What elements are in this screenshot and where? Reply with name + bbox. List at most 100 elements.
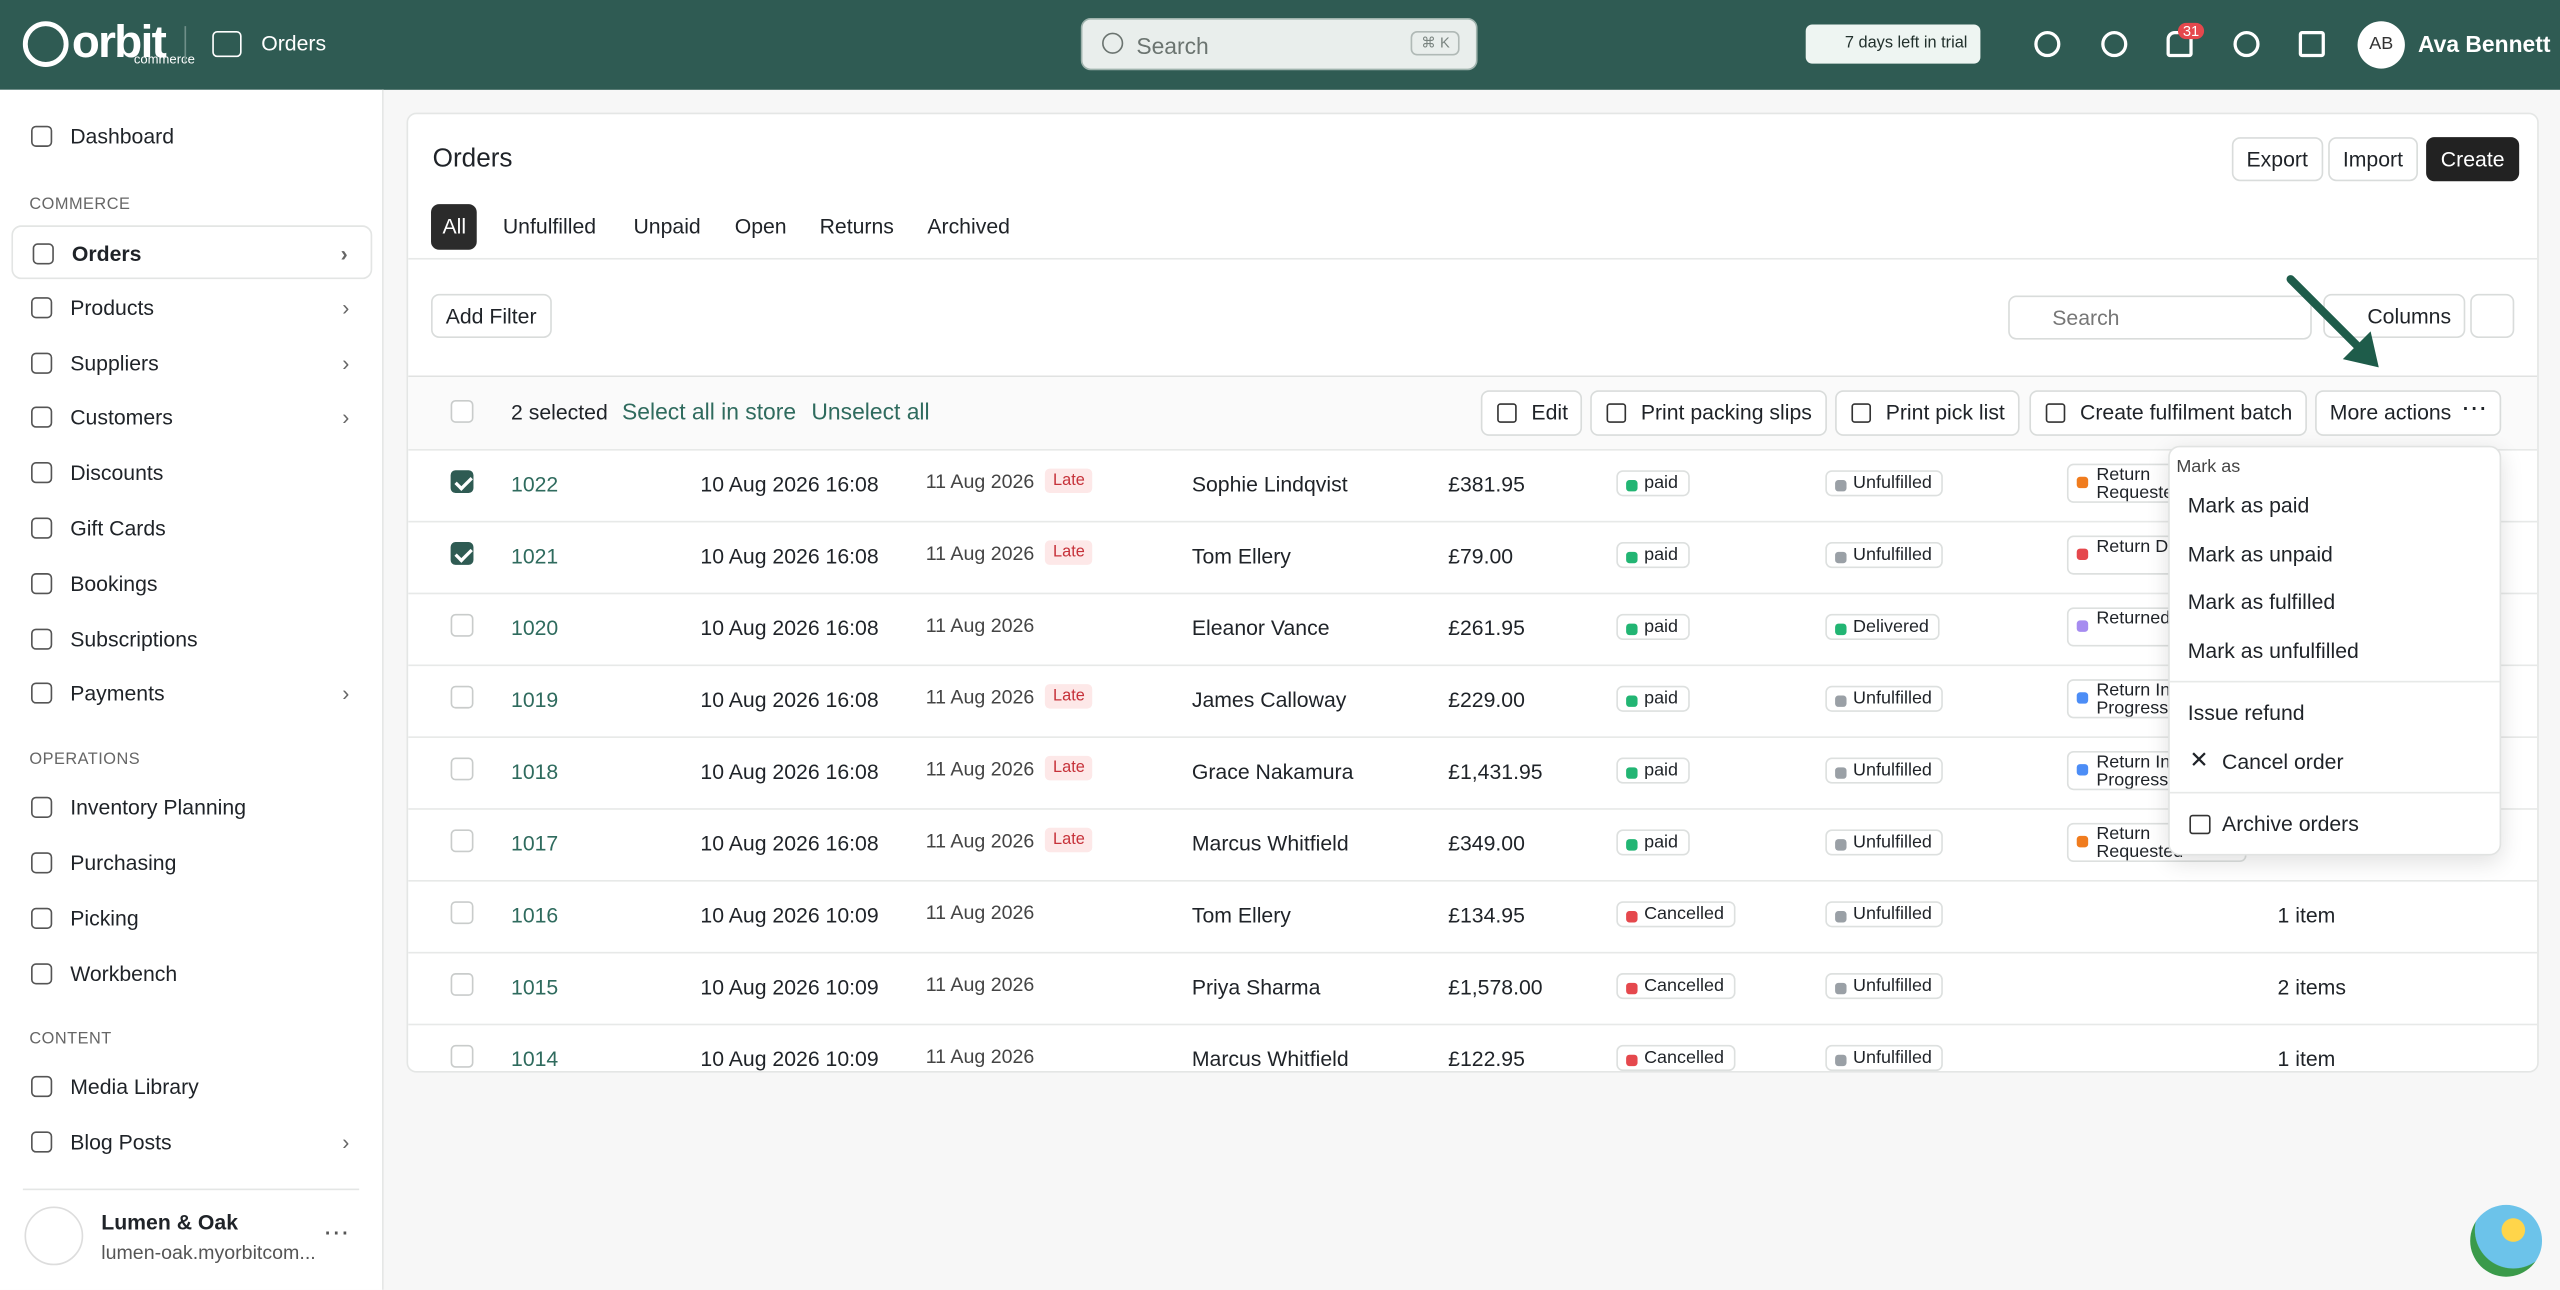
- nav-item[interactable]: Bookings: [11, 556, 372, 610]
- order-number[interactable]: 1015: [511, 974, 559, 1000]
- nav-item[interactable]: Orders ›: [11, 225, 373, 280]
- brand: orbit: [71, 16, 167, 67]
- nav-item[interactable]: Products ›: [11, 280, 372, 334]
- total: £79.00: [1448, 543, 1514, 569]
- order-number[interactable]: 1021: [511, 543, 559, 569]
- chevron: ›: [342, 1130, 350, 1155]
- nav-item[interactable]: Payments ›: [11, 667, 372, 721]
- nav-item[interactable]: Discounts: [11, 446, 372, 500]
- row-checkbox[interactable]: [450, 757, 474, 781]
- nav-item[interactable]: Subscriptions: [11, 612, 372, 666]
- tab[interactable]: Open: [734, 213, 787, 239]
- order-number[interactable]: 1016: [511, 902, 559, 928]
- nav-item[interactable]: Suppliers ›: [11, 336, 372, 390]
- chevron: ›: [342, 681, 350, 706]
- trial-badge[interactable]: 7 days left in trial: [1805, 24, 1981, 64]
- payment-label: paid: [1644, 760, 1679, 781]
- help-icon[interactable]: [2034, 31, 2061, 58]
- order-row[interactable]: 1015 10 Aug 2026 10:09 11 Aug 2026 Priya Sh…: [408, 952, 2538, 1026]
- bulk-action-label: More actions: [2329, 399, 2452, 425]
- order-row[interactable]: 1014 10 Aug 2026 10:09 11 Aug 2026 Marcus W…: [408, 1024, 2537, 1072]
- row-checkbox[interactable]: [450, 1044, 474, 1068]
- menu-header: Mark as: [2176, 457, 2241, 477]
- select-all-checkbox[interactable]: [450, 399, 474, 423]
- sidebar-toggle[interactable]: [212, 31, 242, 58]
- archive-orders[interactable]: Archive orders: [2222, 811, 2359, 836]
- mark-item[interactable]: Mark as unfulfilled: [2187, 637, 2359, 663]
- nav-item[interactable]: Inventory Planning: [11, 781, 372, 835]
- theme-icon[interactable]: [2101, 31, 2128, 58]
- global-search[interactable]: Search ⌘ K: [1080, 17, 1478, 71]
- order-row[interactable]: 1022 10 Aug 2026 16:08 11 Aug 2026 Late Soph…: [408, 449, 2538, 523]
- table-search[interactable]: Search: [2008, 295, 2312, 340]
- order-row[interactable]: 1021 10 Aug 2026 16:08 11 Aug 2026 Late Tom …: [408, 521, 2538, 595]
- row-checkbox[interactable]: [450, 613, 474, 637]
- order-number[interactable]: 1022: [511, 471, 559, 497]
- mark-item[interactable]: Mark as unpaid: [2187, 541, 2333, 566]
- nav-item[interactable]: Blog Posts ›: [11, 1115, 372, 1169]
- tab[interactable]: Unfulfilled: [502, 213, 597, 239]
- nav-item[interactable]: Workbench: [11, 946, 372, 1000]
- order-number[interactable]: 1017: [511, 831, 559, 856]
- select-all-link[interactable]: Select all in store: [622, 398, 797, 425]
- row-checkbox[interactable]: [450, 685, 474, 709]
- assistant-button[interactable]: [2470, 1204, 2543, 1277]
- tab[interactable]: All: [431, 204, 478, 250]
- tab[interactable]: Returns: [819, 213, 894, 239]
- status-dot: [2076, 764, 2089, 776]
- nav-item[interactable]: Picking: [11, 891, 372, 945]
- order-row[interactable]: 1020 10 Aug 2026 16:08 11 Aug 2026 Eleanor …: [408, 593, 2538, 667]
- row-checkbox[interactable]: [450, 542, 474, 565]
- cancel-order[interactable]: Cancel order: [2222, 749, 2344, 774]
- nav-item[interactable]: Dashboard: [11, 109, 372, 163]
- order-number[interactable]: 1018: [511, 759, 559, 784]
- order-number[interactable]: 1019: [511, 687, 559, 712]
- nav-item[interactable]: Gift Cards: [11, 501, 372, 555]
- mark-item[interactable]: Mark as fulfilled: [2187, 589, 2336, 614]
- row-checkbox[interactable]: [450, 470, 474, 494]
- page-action[interactable]: Create: [2426, 137, 2520, 182]
- sort-button[interactable]: [2470, 293, 2515, 338]
- row-checkbox[interactable]: [450, 901, 474, 925]
- mark-item[interactable]: Mark as paid: [2187, 493, 2310, 518]
- nav-item[interactable]: Media Library: [11, 1060, 372, 1114]
- bulk-action[interactable]: Edit: [1480, 390, 1583, 436]
- divider: [2169, 791, 2500, 794]
- bulk-action[interactable]: Print packing slips: [1590, 390, 1827, 436]
- fulfillment-status: Delivered: [1825, 613, 1941, 640]
- avatar[interactable]: AB: [2357, 21, 2405, 69]
- tab[interactable]: Unpaid: [633, 213, 701, 239]
- page-action[interactable]: Import: [2328, 137, 2418, 182]
- nav-item[interactable]: Customers ›: [11, 391, 372, 445]
- bulk-bar: 2 selected Select all in store Unselect …: [408, 377, 2538, 451]
- unselect-link[interactable]: Unselect all: [811, 398, 930, 425]
- bulk-action[interactable]: Print pick list: [1835, 390, 2020, 436]
- row-checkbox[interactable]: [450, 829, 474, 853]
- tab[interactable]: Archived: [927, 213, 1010, 239]
- status-dot: [1835, 551, 1847, 564]
- support-icon[interactable]: [2233, 31, 2260, 58]
- order-row[interactable]: 1019 10 Aug 2026 16:08 11 Aug 2026 Late Jame…: [408, 664, 2538, 738]
- store-icon[interactable]: [2298, 31, 2325, 58]
- nav-item[interactable]: Purchasing: [11, 836, 372, 890]
- order-row[interactable]: 1016 10 Aug 2026 10:09 11 Aug 2026 Tom Elle…: [408, 880, 2538, 954]
- order-row[interactable]: 1018 10 Aug 2026 16:08 11 Aug 2026 Late Grac…: [408, 736, 2538, 810]
- bulk-action[interactable]: More actions ⋯: [2315, 390, 2502, 436]
- issue-refund[interactable]: Issue refund: [2187, 700, 2305, 725]
- item-count: 1 item: [2277, 902, 2336, 928]
- order-number[interactable]: 1014: [511, 1046, 559, 1072]
- add-filter[interactable]: Add Filter: [431, 293, 552, 338]
- user-name[interactable]: Ava Bennett: [2417, 31, 2551, 58]
- order-number[interactable]: 1020: [511, 615, 559, 640]
- store-menu[interactable]: ⋯: [323, 1219, 350, 1248]
- page-action[interactable]: Export: [2231, 137, 2323, 182]
- order-row[interactable]: 1017 10 Aug 2026 16:08 11 Aug 2026 Late Marc…: [408, 808, 2538, 882]
- divider: [2169, 680, 2500, 683]
- section-title: Orders: [261, 31, 327, 56]
- payment-status: Cancelled: [1616, 973, 1736, 1000]
- store-name[interactable]: Lumen & Oak: [101, 1209, 239, 1235]
- nav-label: Purchasing: [70, 850, 177, 876]
- bulk-action[interactable]: Create fulfilment batch: [2029, 390, 2308, 436]
- row-checkbox[interactable]: [450, 973, 474, 996]
